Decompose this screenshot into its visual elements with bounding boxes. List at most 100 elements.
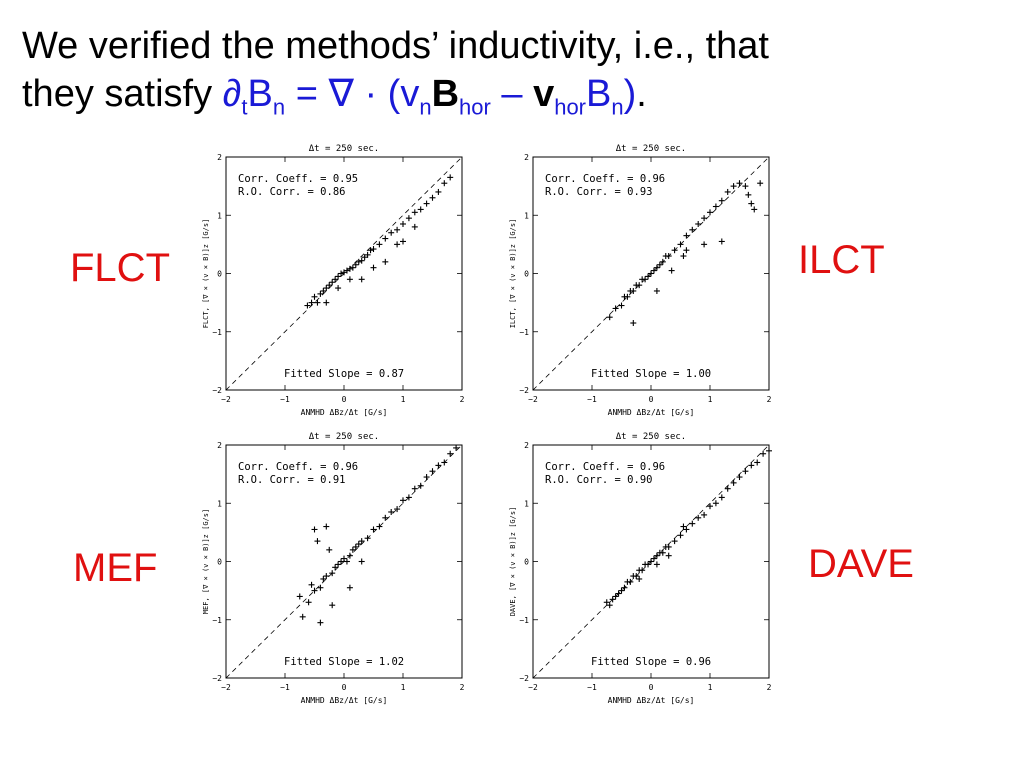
- data-point: [689, 226, 696, 233]
- y-tick-label: 2: [524, 441, 529, 450]
- y-tick-label: 2: [217, 441, 222, 450]
- x-axis-label: ANMHD ΔBz/Δt [G/s]: [608, 696, 695, 705]
- chart-title: Δt = 250 sec.: [616, 432, 686, 442]
- y-tick-label: 1: [524, 499, 529, 508]
- x-tick-label: 0: [649, 395, 654, 404]
- data-point: [358, 257, 365, 264]
- data-point: [718, 197, 725, 204]
- y-tick-label: 1: [217, 211, 222, 220]
- x-tick-label: −2: [221, 683, 231, 692]
- data-point: [627, 578, 634, 585]
- label-mef: MEF: [73, 546, 158, 590]
- data-point: [349, 546, 356, 553]
- y-tick-label: −1: [519, 328, 529, 337]
- data-point: [411, 209, 418, 216]
- data-point: [352, 543, 359, 550]
- y-tick-label: −1: [519, 616, 529, 625]
- x-tick-label: 1: [708, 395, 713, 404]
- scatter-panel-dave: Δt = 250 sec. −2−2 −1 −1 0 0 1 1 2 2 ANMHD ΔBz/Δt …: [509, 432, 772, 705]
- data-point: [677, 241, 684, 248]
- data-point: [329, 570, 336, 577]
- data-point: [656, 261, 663, 268]
- x-tick-label: −2: [221, 395, 231, 404]
- data-point: [323, 285, 330, 292]
- data-point: [683, 526, 690, 533]
- x-tick-label: 2: [460, 395, 465, 404]
- data-point: [435, 188, 442, 195]
- data-point: [606, 314, 613, 321]
- data-point: [329, 279, 336, 286]
- data-points: [606, 180, 764, 327]
- scatter-panel-ilct: Δt = 250 sec. −2−2 −1 −1 0 0 1 1 2 2 ANMHD ΔBz/Δt …: [509, 144, 772, 417]
- data-point: [323, 523, 330, 530]
- data-point: [349, 264, 356, 271]
- y-axis-label: ILCT, [∇ × (v × B)]z [G/s]: [509, 219, 517, 329]
- x-tick-label: 0: [649, 683, 654, 692]
- data-point: [441, 180, 448, 187]
- eq-sub-n2: n: [419, 94, 432, 120]
- data-point: [411, 485, 418, 492]
- eq-sub-hor: hor: [459, 94, 491, 120]
- data-point: [364, 535, 371, 542]
- data-point: [429, 468, 436, 475]
- data-point: [388, 229, 395, 236]
- data-point: [677, 532, 684, 539]
- x-tick-label: −1: [587, 683, 597, 692]
- y-tick-label: −2: [212, 386, 222, 395]
- data-point: [683, 247, 690, 254]
- stat-annotation: R.O. Corr. = 0.90: [545, 474, 652, 486]
- data-point: [603, 599, 610, 606]
- x-axis-label: ANMHD ΔBz/Δt [G/s]: [301, 408, 388, 417]
- stat-annotation: Corr. Coeff. = 0.96: [545, 461, 665, 473]
- data-point: [435, 462, 442, 469]
- data-point: [665, 552, 672, 559]
- data-point: [314, 299, 321, 306]
- data-point: [317, 290, 324, 297]
- fitted-slope-label: Fitted Slope = 0.96: [591, 656, 711, 668]
- stat-annotation: Corr. Coeff. = 0.96: [238, 461, 358, 473]
- data-point: [332, 276, 339, 283]
- eq-minus: –: [490, 73, 534, 115]
- data-point: [447, 174, 454, 181]
- x-tick-label: 1: [401, 683, 406, 692]
- label-dave: DAVE: [808, 542, 914, 586]
- data-point: [358, 538, 365, 545]
- data-point: [314, 538, 321, 545]
- eq-partial: ∂: [222, 73, 242, 115]
- x-tick-label: −1: [587, 395, 597, 404]
- data-point: [364, 251, 371, 258]
- y-tick-label: 1: [217, 499, 222, 508]
- stat-annotation: Corr. Coeff. = 0.96: [545, 173, 665, 185]
- data-point: [304, 302, 311, 309]
- data-point: [394, 506, 401, 513]
- data-point: [748, 200, 755, 207]
- y-axis-label: DAVE, [∇ × (v × B)]z [G/s]: [509, 507, 517, 617]
- data-point: [639, 567, 646, 574]
- data-point: [642, 276, 649, 283]
- data-point: [346, 584, 353, 591]
- title-line-2-prefix: they satisfy: [22, 73, 223, 115]
- slide-title: We verified the methods’ inductivity, i.…: [22, 22, 1002, 132]
- data-points: [304, 174, 454, 309]
- y-tick-label: 1: [524, 211, 529, 220]
- eq-sub-hor2: hor: [554, 94, 586, 120]
- data-point: [394, 226, 401, 233]
- data-point: [701, 215, 708, 222]
- data-point: [305, 599, 312, 606]
- data-point: [429, 194, 436, 201]
- data-point: [400, 238, 406, 245]
- scatter-panel-flct: Δt = 250 sec. −2−2 −1 −1 0 0 1 1 2 2 ANMHD ΔBz/Δt …: [202, 144, 465, 417]
- data-point: [355, 258, 362, 265]
- data-point: [382, 258, 389, 265]
- data-point: [671, 247, 678, 254]
- data-point: [423, 200, 430, 207]
- data-point: [423, 474, 430, 481]
- data-point: [346, 265, 353, 272]
- data-point: [335, 273, 342, 280]
- x-tick-label: 0: [342, 683, 347, 692]
- data-point: [683, 232, 690, 239]
- data-point: [633, 573, 640, 580]
- y-tick-label: −2: [519, 674, 529, 683]
- data-point: [612, 593, 619, 600]
- data-point: [417, 482, 424, 489]
